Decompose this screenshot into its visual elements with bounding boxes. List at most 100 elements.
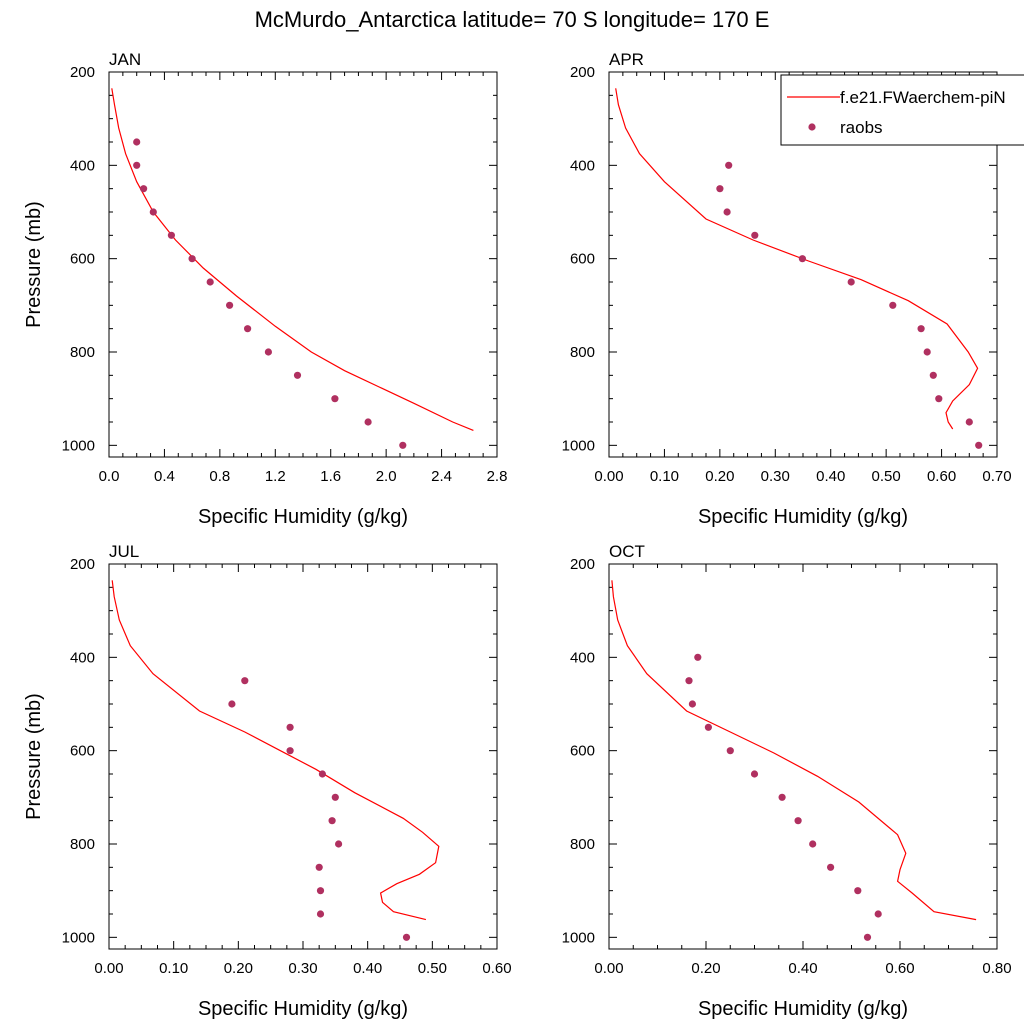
plot-frame [608,563,998,950]
x-tick-label: 0.40 [816,468,845,485]
model-line-jul [111,580,440,921]
obs-point-jul [241,677,249,685]
y-tick-label: 600 [570,251,595,268]
x-tick-label: 0.80 [982,960,1011,977]
obs-point-jul [331,793,339,801]
figure-title: McMurdo_Antarctica latitude= 70 S longit… [255,7,770,32]
obs-point-apr [889,301,897,309]
legend-obs-label: raobs [840,118,883,137]
obs-point-apr [917,325,925,333]
x-tick-label: 0.00 [94,960,123,977]
x-tick-label: 0.10 [650,468,679,485]
obs-point-jan [140,185,148,193]
obs-point-oct [685,677,693,685]
plot-frame [108,563,498,950]
obs-point-oct [874,910,882,918]
y-tick-label: 600 [570,743,595,760]
x-tick-label: 0.8 [209,468,230,485]
obs-point-jul [328,817,336,825]
obs-point-jan [133,138,141,146]
y-tick-label: 800 [570,344,595,361]
y-tick-label: 400 [70,649,95,666]
obs-point-jan [293,371,302,379]
x-tick-label: 0.20 [705,468,734,485]
x-tick-label: 0.00 [594,468,623,485]
obs-point-jan [149,208,157,216]
y-tick-label: 800 [70,836,95,853]
obs-point-jan [133,161,141,169]
obs-point-apr [965,418,973,426]
x-axis-title: Specific Humidity (g/kg) [698,506,908,528]
y-tick-label: 400 [570,157,595,174]
x-tick-label: 0.20 [691,960,720,977]
obs-point-apr [847,278,855,286]
obs-point-apr [929,371,937,379]
obs-point-jul [316,887,325,895]
x-tick-label: 0.4 [154,468,175,485]
x-axis-title: Specific Humidity (g/kg) [198,506,408,528]
obs-point-oct [854,887,862,895]
obs-point-jul [315,863,323,871]
x-tick-label: 0.50 [872,468,901,485]
obs-point-oct [827,863,835,871]
legend-model-label: f.e21.FWaerchem-piN [840,88,1006,107]
obs-point-jan [399,441,407,449]
obs-point-oct [688,700,697,708]
x-tick-label: 0.30 [288,960,317,977]
panel-label-apr: APR [609,50,644,69]
obs-point-jan [206,278,214,286]
obs-point-jul [318,770,326,778]
x-tick-label: 0.10 [159,960,188,977]
obs-point-oct [809,840,817,848]
panel-jul: JUL 0.00 0.10 0.20 0.30 0.40 0.50 0.60 200 400 600… [23,542,512,1020]
obs-point-apr [723,208,731,216]
x-tick-label: 0.40 [788,960,817,977]
y-tick-label: 200 [570,64,595,81]
obs-point-apr [798,255,807,263]
x-tick-label: 0.20 [224,960,253,977]
panels-container: JAN 0.0 0.4 0.8 1.2 1.6 2.0 2.4 2.8 200 400 600 800 1… [23,50,1012,1020]
y-tick-label: 600 [70,743,95,760]
legend: f.e21.FWaerchem-piN raobs [780,74,1024,146]
obs-point-jan [364,418,372,426]
obs-point-apr [725,161,733,169]
obs-point-oct [750,770,759,778]
panel-label-jan: JAN [109,50,141,69]
model-line-oct [611,580,977,921]
x-tick-label: 0.30 [761,468,790,485]
x-tick-label: 1.2 [265,468,286,485]
plot-frame [108,71,498,458]
y-tick-label: 800 [70,344,95,361]
model-line-jan [111,88,474,431]
obs-point-apr [923,348,931,356]
x-axis-title: Specific Humidity (g/kg) [198,998,408,1020]
obs-point-apr [975,441,983,449]
obs-point-jan [264,348,272,356]
x-tick-label: 0.40 [353,960,382,977]
y-tick-label: 1000 [62,437,95,454]
x-tick-label: 2.8 [487,468,508,485]
x-tick-label: 0.0 [99,468,120,485]
y-axis-title: Pressure (mb) [23,693,45,820]
obs-point-jul [402,933,411,941]
x-tick-label: 0.60 [885,960,914,977]
obs-point-jul [286,747,294,755]
y-tick-label: 200 [70,556,95,573]
y-tick-label: 200 [570,556,595,573]
y-tick-label: 400 [70,157,95,174]
obs-point-oct [694,653,702,661]
obs-point-apr [751,231,759,239]
x-tick-label: 1.6 [320,468,341,485]
obs-point-apr [716,185,724,193]
obs-point-oct [704,723,713,731]
obs-point-apr [935,395,943,403]
panel-jan: JAN 0.0 0.4 0.8 1.2 1.6 2.0 2.4 2.8 200 400 600 800 1… [23,50,507,528]
legend-obs-marker [808,123,816,131]
y-tick-label: 1000 [62,929,95,946]
x-tick-label: 0.70 [982,468,1011,485]
obs-point-oct [778,793,786,801]
panel-label-oct: OCT [609,542,645,561]
y-tick-label: 400 [570,649,595,666]
obs-point-jul [316,910,325,918]
y-tick-label: 1000 [562,929,595,946]
